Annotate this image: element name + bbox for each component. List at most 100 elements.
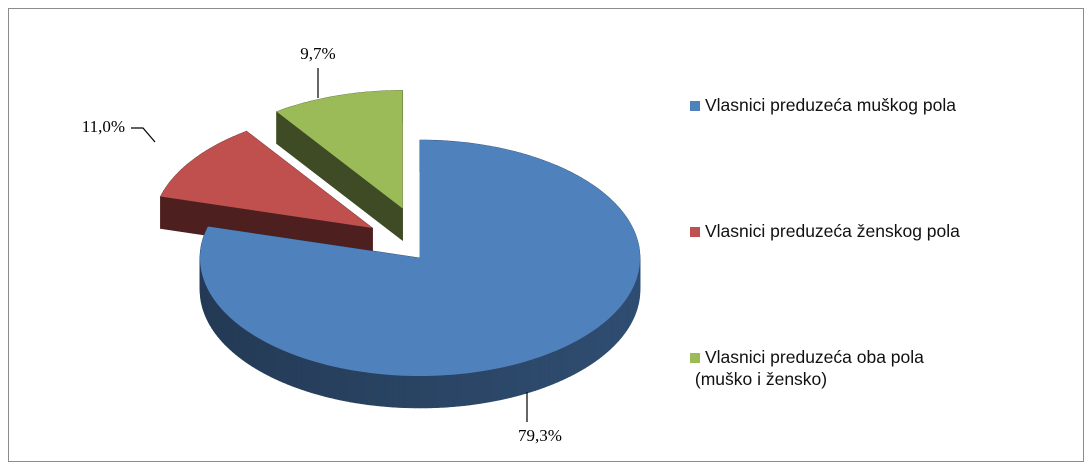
data-label: 11,0% xyxy=(82,117,125,136)
slice-side xyxy=(251,333,256,369)
slice-side xyxy=(520,361,526,396)
slice-side xyxy=(420,375,427,409)
slice-side xyxy=(469,371,476,406)
slice-side xyxy=(255,335,260,372)
slice-side xyxy=(366,372,372,406)
slice-side xyxy=(238,324,243,360)
slice-side xyxy=(339,367,346,402)
slice-side xyxy=(229,316,233,353)
slice-side xyxy=(217,303,221,340)
slice-side xyxy=(584,333,590,369)
legend-label: Vlasnici preduzeća oba pola (muško i žen… xyxy=(694,347,924,389)
slice-side xyxy=(398,375,405,409)
slice-side xyxy=(544,353,550,388)
slice-side xyxy=(479,370,486,404)
slice-side xyxy=(319,362,326,397)
slice-side xyxy=(615,308,619,345)
slice-side xyxy=(387,374,394,408)
slice-side xyxy=(569,341,575,377)
slice-side xyxy=(548,351,554,387)
slice-side xyxy=(588,330,593,367)
slice-side xyxy=(463,372,470,406)
slice-side xyxy=(315,361,321,396)
slice-side xyxy=(300,356,307,392)
slice-side xyxy=(376,373,383,407)
slice-side xyxy=(258,338,264,374)
slice-side xyxy=(573,339,579,375)
slice-side xyxy=(278,348,284,383)
legend-label: Vlasnici preduzeća muškog pola xyxy=(705,95,956,115)
slice-side xyxy=(447,374,454,408)
slice-side xyxy=(409,375,416,409)
slice-side xyxy=(283,350,289,385)
slice-side xyxy=(392,374,399,408)
legend-label: Vlasnici preduzeća ženskog pola xyxy=(705,221,960,241)
leader-line xyxy=(131,127,156,143)
slice-side xyxy=(305,358,311,393)
slice-side xyxy=(221,308,225,345)
slice-side xyxy=(241,326,246,363)
slice-side xyxy=(604,318,609,355)
slice-side xyxy=(414,375,421,409)
slice-side xyxy=(618,305,621,342)
slice-side xyxy=(334,366,341,401)
slice-side xyxy=(270,344,276,380)
slice-side xyxy=(530,358,536,393)
slice-side xyxy=(525,359,531,394)
slice-side xyxy=(350,369,357,404)
slice-side xyxy=(598,323,603,360)
slice-side xyxy=(577,337,582,373)
slice-side xyxy=(345,368,351,403)
slice-side xyxy=(485,369,491,404)
slice-side xyxy=(248,331,253,367)
slice-side xyxy=(355,370,362,405)
slice-side xyxy=(296,355,302,390)
pie-slice xyxy=(200,140,640,376)
slice-side xyxy=(226,314,231,351)
slice-side xyxy=(232,319,236,356)
slice-side xyxy=(287,351,293,387)
slice-side xyxy=(244,328,249,365)
data-label: 9,7% xyxy=(300,44,335,63)
slice-side xyxy=(453,373,460,407)
slice-side xyxy=(382,373,389,408)
slice-side xyxy=(601,321,606,357)
slice-side xyxy=(500,366,507,401)
pie-slice xyxy=(160,131,373,228)
slice-side xyxy=(219,306,223,343)
legend-swatch xyxy=(690,353,700,363)
slice-side xyxy=(557,347,563,383)
slice-side xyxy=(505,365,512,400)
slice-side xyxy=(539,354,545,390)
slice-side xyxy=(510,363,517,398)
slice-side xyxy=(442,374,449,408)
slice-side xyxy=(552,349,558,385)
slice-side xyxy=(371,372,378,407)
legend-entry: Vlasnici preduzeća muškog pola xyxy=(690,94,956,116)
slice-side xyxy=(274,346,280,382)
slice-side xyxy=(490,368,497,403)
slice-side xyxy=(515,362,522,397)
slice-side xyxy=(607,316,612,353)
slice-side xyxy=(291,353,297,389)
slice-side xyxy=(561,345,567,381)
legend-swatch xyxy=(690,101,700,111)
slice-side xyxy=(329,365,336,400)
slice-side xyxy=(235,321,239,358)
slice-side xyxy=(360,371,367,405)
slice-side xyxy=(266,342,272,378)
slice-side xyxy=(495,367,502,402)
slice-side xyxy=(224,311,228,348)
slice-side xyxy=(474,371,481,405)
data-label: 79,3% xyxy=(518,426,562,445)
legend-swatch xyxy=(690,227,700,237)
slice-side xyxy=(610,313,614,350)
slice-side xyxy=(595,326,600,362)
slice-side xyxy=(310,359,316,395)
slice-side xyxy=(613,310,617,347)
slice-side xyxy=(403,375,410,409)
slice-side xyxy=(324,364,331,399)
slice-side xyxy=(622,300,626,337)
legend-entry: Vlasnici preduzeća ženskog pola xyxy=(690,220,960,242)
